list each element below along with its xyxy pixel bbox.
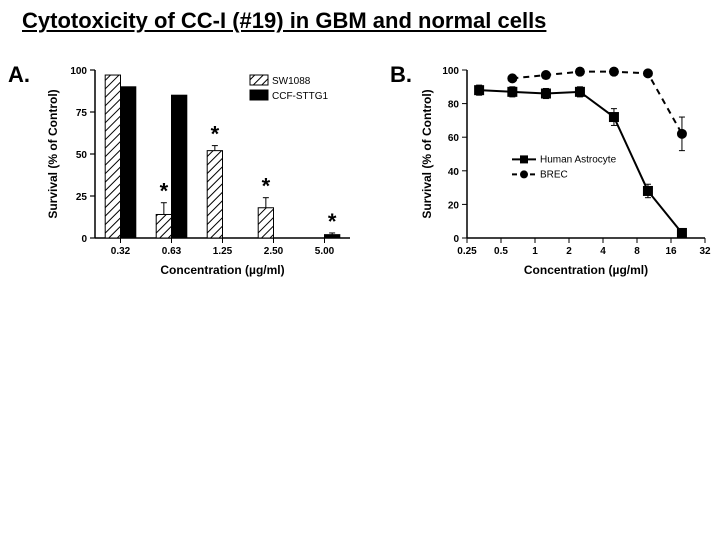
- svg-text:0.32: 0.32: [111, 246, 131, 257]
- svg-text:1.25: 1.25: [213, 246, 233, 257]
- svg-text:CCF-STTG1: CCF-STTG1: [272, 91, 329, 102]
- svg-text:50: 50: [76, 150, 88, 161]
- svg-text:8: 8: [634, 246, 640, 257]
- svg-text:4: 4: [600, 246, 606, 257]
- svg-text:BREC: BREC: [540, 169, 568, 180]
- svg-text:0.25: 0.25: [457, 246, 477, 257]
- svg-text:0: 0: [453, 234, 459, 245]
- svg-text:*: *: [211, 122, 220, 147]
- svg-text:Survival (% of Control): Survival (% of Control): [420, 89, 434, 218]
- panel-b-chart: 0 20 40 60 80 100 0.25 0.5 1 2 4 8 16 32 Survival (% o…: [415, 60, 715, 280]
- svg-text:Concentration (µg/ml): Concentration (µg/ml): [524, 263, 648, 277]
- panel-a-label: A.: [8, 62, 30, 88]
- svg-text:100: 100: [70, 66, 87, 77]
- panel-a-chart: 0 25 50 75 100 0.32 * 0.63 * 1.25 * 2.50 * 5.00 Surviv…: [40, 60, 360, 280]
- svg-text:0.63: 0.63: [162, 246, 182, 257]
- page-title: Cytotoxicity of CC-I (#19) in GBM and no…: [22, 8, 546, 34]
- svg-text:32: 32: [699, 246, 711, 257]
- svg-text:*: *: [262, 174, 271, 199]
- svg-text:60: 60: [448, 133, 460, 144]
- svg-text:5.00: 5.00: [315, 246, 335, 257]
- svg-text:25: 25: [76, 192, 88, 203]
- svg-text:75: 75: [76, 108, 88, 119]
- svg-text:1: 1: [532, 246, 538, 257]
- svg-text:Human Astrocyte: Human Astrocyte: [540, 154, 617, 165]
- svg-text:SW1088: SW1088: [272, 76, 311, 87]
- svg-text:0.5: 0.5: [494, 246, 508, 257]
- svg-text:2: 2: [566, 246, 572, 257]
- svg-text:80: 80: [448, 100, 460, 111]
- svg-text:20: 20: [448, 200, 460, 211]
- svg-text:*: *: [160, 179, 169, 204]
- svg-text:Concentration (µg/ml): Concentration (µg/ml): [160, 263, 284, 277]
- panel-b-label: B.: [390, 62, 412, 88]
- svg-text:2.50: 2.50: [264, 246, 284, 257]
- svg-text:0: 0: [81, 234, 87, 245]
- svg-text:40: 40: [448, 167, 460, 178]
- svg-text:100: 100: [442, 66, 459, 77]
- svg-text:Survival (% of Control): Survival (% of Control): [46, 89, 60, 218]
- svg-text:*: *: [328, 209, 337, 234]
- svg-text:16: 16: [665, 246, 677, 257]
